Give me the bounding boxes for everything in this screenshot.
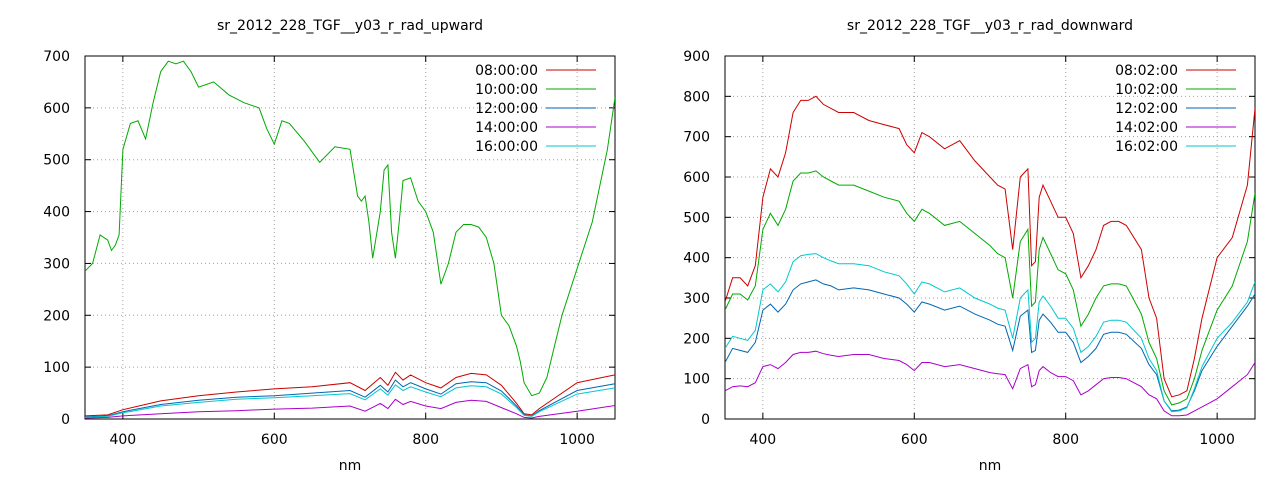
- y-tick-label: 200: [683, 331, 710, 347]
- y-tick-label: 500: [683, 210, 710, 226]
- series-line-12-02-00: [725, 279, 1255, 412]
- legend-label: 14:02:00: [1115, 120, 1178, 136]
- x-tick-label: 1000: [559, 432, 595, 448]
- legend-label: 12:00:00: [475, 101, 538, 117]
- series-line-10-00-00: [85, 60, 615, 397]
- chart-2: sr_2012_228_TGF__y03_r_rad_downward 400 60…: [683, 18, 1256, 474]
- series-line-14-02-00: [725, 350, 1255, 417]
- plot-frame: [724, 55, 1256, 420]
- x-axis-label: nm: [979, 458, 1002, 474]
- legend-label: 14:00:00: [475, 120, 538, 136]
- y-tick-label: 700: [43, 49, 70, 65]
- series-line-16-02-00: [725, 253, 1255, 413]
- y-tick-label: 600: [683, 170, 710, 186]
- y-tick-label: 400: [43, 205, 70, 221]
- y-tick-label: 0: [701, 412, 710, 428]
- x-tick-label: 400: [749, 432, 776, 448]
- series-line-12-00-00: [85, 379, 615, 418]
- y-tick-label: 100: [683, 372, 710, 388]
- x-tick-label: 800: [412, 432, 439, 448]
- y-tick-label: 300: [683, 291, 710, 307]
- y-tick-label: 100: [43, 360, 70, 376]
- y-tick-label: 0: [61, 412, 70, 428]
- series-line-10-02-00: [725, 170, 1255, 406]
- x-tick-label: 400: [109, 432, 136, 448]
- series-line-16-00-00: [85, 384, 615, 418]
- series-line-08-00-00: [85, 371, 615, 417]
- series-line-08-02-00: [725, 95, 1255, 398]
- chart-1: sr_2012_228_TGF__y03_r_rad_upward 400 600 8…: [43, 18, 616, 474]
- x-tick-label: 600: [901, 432, 928, 448]
- legend-label: 12:02:00: [1115, 101, 1178, 117]
- legend-label: 16:02:00: [1115, 139, 1178, 155]
- legend-label: 08:02:00: [1115, 63, 1178, 79]
- chart-title: sr_2012_228_TGF__y03_r_rad_upward: [217, 18, 483, 34]
- y-tick-label: 200: [43, 308, 70, 324]
- legend-label: 08:00:00: [475, 63, 538, 79]
- y-tick-label: 300: [43, 256, 70, 272]
- y-tick-label: 400: [683, 251, 710, 267]
- x-tick-label: 1000: [1199, 432, 1235, 448]
- legend-label: 10:02:00: [1115, 82, 1178, 98]
- y-tick-label: 800: [683, 89, 710, 105]
- y-tick-label: 900: [683, 49, 710, 65]
- plot-frame: [84, 55, 616, 420]
- y-tick-label: 500: [43, 153, 70, 169]
- x-tick-label: 600: [261, 432, 288, 448]
- y-tick-label: 600: [43, 101, 70, 117]
- chart-title: sr_2012_228_TGF__y03_r_rad_downward: [847, 18, 1133, 34]
- legend-label: 16:00:00: [475, 139, 538, 155]
- x-axis-label: nm: [339, 458, 362, 474]
- x-tick-label: 800: [1052, 432, 1079, 448]
- series-line-14-00-00: [85, 398, 615, 419]
- y-tick-label: 700: [683, 130, 710, 146]
- legend-label: 10:00:00: [475, 82, 538, 98]
